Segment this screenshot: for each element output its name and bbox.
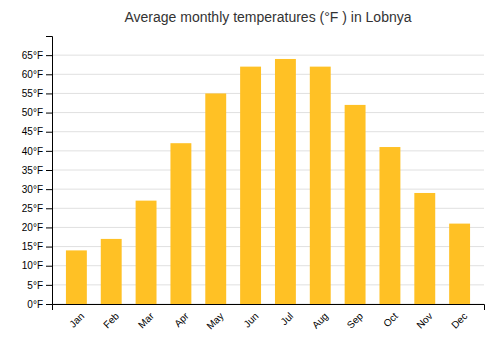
tick-mark	[46, 132, 52, 133]
tick: Oct	[381, 310, 400, 329]
grid-line	[52, 189, 484, 190]
tick: 50°F	[22, 107, 52, 118]
tick-label: Feb	[101, 310, 121, 330]
tick-mark	[46, 93, 52, 94]
tick: Aug	[310, 310, 330, 330]
tick-label: 50°F	[22, 107, 43, 118]
tick: May	[204, 310, 225, 331]
bar	[205, 93, 226, 304]
axis-line	[53, 305, 485, 311]
tick-label: Dec	[449, 310, 469, 330]
y-axis: 0°F 5°F 10°F 15°F 20°F 25°F 30°F 35°F 40°F 45°F 50…	[22, 37, 53, 310]
title: Average monthly temperatures (°F ) in Lo…	[124, 9, 411, 25]
tick: Apr	[172, 310, 191, 329]
tick-label: Jan	[67, 310, 86, 329]
tick-label: 65°F	[22, 50, 43, 61]
tick-label: May	[204, 310, 225, 331]
tick-label: 45°F	[22, 126, 43, 137]
tick-label: 10°F	[22, 260, 43, 271]
tick: 0°F	[27, 299, 52, 310]
tick-label: Jul	[278, 310, 295, 327]
bar	[101, 239, 122, 304]
grid-line	[52, 170, 484, 171]
bars	[66, 59, 470, 304]
tick-mark	[46, 266, 52, 267]
tick: 45°F	[22, 126, 52, 137]
tick-mark	[46, 189, 52, 190]
tick-label: 20°F	[22, 222, 43, 233]
grid	[52, 55, 484, 304]
grid-line	[52, 55, 484, 56]
tick-label: 5°F	[27, 280, 43, 291]
chart: 0°F 5°F 10°F 15°F 20°F 25°F 30°F 35°F 40°F 45°F 50…	[0, 0, 500, 350]
bar	[345, 105, 366, 304]
tick: 65°F	[22, 50, 52, 61]
tick: 5°F	[27, 280, 52, 291]
grid-line	[52, 112, 484, 113]
tick-label: Nov	[414, 310, 434, 330]
tick: 30°F	[22, 184, 52, 195]
plot-area: 0°F 5°F 10°F 15°F 20°F 25°F 30°F 35°F 40°F 45°F 50…	[22, 37, 485, 332]
tick: 55°F	[22, 88, 52, 99]
tick: 35°F	[22, 165, 52, 176]
tick: Mar	[136, 310, 156, 330]
tick-label: Oct	[381, 310, 400, 329]
bar	[170, 143, 191, 304]
bar	[310, 67, 331, 304]
grid-line	[52, 93, 484, 94]
tick-label: 35°F	[22, 165, 43, 176]
tick-mark	[46, 208, 52, 209]
tick-label: Sep	[345, 310, 366, 331]
x-axis: Jan Feb Mar Apr May Jun Jul Aug Sep Oct Nov Dec	[53, 305, 485, 332]
tick-mark	[46, 74, 52, 75]
tick: 20°F	[22, 222, 52, 233]
tick: Nov	[414, 310, 434, 330]
bar	[449, 224, 470, 304]
tick-mark	[46, 285, 52, 286]
tick-mark	[46, 227, 52, 228]
tick: 10°F	[22, 260, 52, 271]
tick: Feb	[101, 310, 121, 330]
tick: 15°F	[22, 241, 52, 252]
tick: Jan	[67, 310, 86, 329]
tick-label: Aug	[310, 310, 330, 330]
tick-mark	[46, 113, 52, 114]
tick-mark	[46, 304, 52, 305]
bar	[240, 67, 261, 304]
tick: Jun	[241, 310, 260, 329]
tick-label: Apr	[172, 310, 191, 329]
tick-mark	[46, 170, 52, 171]
axis-line	[46, 37, 53, 305]
grid-line	[52, 150, 484, 151]
tick: 60°F	[22, 69, 52, 80]
tick: 25°F	[22, 203, 52, 214]
bar	[275, 59, 296, 304]
grid-line	[52, 74, 484, 75]
tick: Jul	[278, 310, 295, 327]
tick-label: Mar	[136, 310, 156, 330]
tick-label: 15°F	[22, 241, 43, 252]
bar	[414, 193, 435, 304]
tick-label: 40°F	[22, 146, 43, 157]
tick-label: 60°F	[22, 69, 43, 80]
tick-label: Jun	[241, 310, 260, 329]
bar	[379, 147, 400, 304]
tick-label: 25°F	[22, 203, 43, 214]
tick-label: 0°F	[27, 299, 43, 310]
grid-line	[52, 131, 484, 132]
bar	[136, 201, 157, 304]
tick-mark	[46, 55, 52, 56]
bar	[66, 250, 87, 304]
tick-label: 30°F	[22, 184, 43, 195]
tick: 40°F	[22, 146, 52, 157]
tick-mark	[46, 151, 52, 152]
tick: Sep	[345, 310, 366, 331]
tick-label: 55°F	[22, 88, 43, 99]
tick-mark	[46, 247, 52, 248]
tick: Dec	[449, 310, 469, 330]
